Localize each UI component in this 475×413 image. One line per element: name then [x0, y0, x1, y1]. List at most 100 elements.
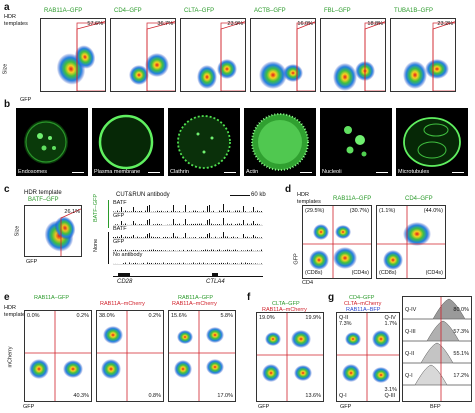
- hdr-template-label-c: HDR template: [24, 190, 62, 196]
- template-name-c: BATF–GFP: [28, 197, 59, 203]
- plot-title-a-0: RAB11A–GFP: [44, 8, 83, 14]
- hist-x-label-g: BFP: [430, 404, 441, 410]
- title2-f: RAB11A–mCherry: [262, 307, 307, 313]
- axis-y-label-a: Size: [2, 63, 9, 75]
- hist-pct-g-3: 17.2%: [453, 373, 469, 379]
- axis-y-label-c: Size: [14, 225, 21, 237]
- facs-plot-e-1: 38.0% 0.2% 0.8%: [96, 310, 164, 402]
- title2-e-1: RAB11A–mCherry: [100, 301, 145, 307]
- scale-bar-c: [230, 195, 250, 196]
- track-signal-4: [113, 254, 263, 265]
- title-left-d: RAB11A–GFP: [333, 196, 372, 202]
- track-signal-2: [113, 228, 263, 239]
- axis-x-label-g: GFP: [340, 404, 352, 410]
- plot-title-a-1: CD4–GFP: [114, 8, 142, 14]
- hist-label-g-0: Q-IV: [405, 307, 417, 313]
- facs-plot-c: 26.1%: [24, 205, 82, 257]
- hist-label-g-3: Q-I: [405, 373, 413, 379]
- quad-pct-e-0-2: 40.3%: [73, 393, 89, 399]
- micrograph-label-3: Actin: [246, 169, 259, 175]
- gene-box-cd28: [118, 273, 130, 277]
- gene-box-ctla4: [212, 273, 218, 277]
- micrograph-3: Actin: [244, 108, 316, 176]
- pct-a-0: 57.6%: [87, 21, 103, 27]
- scale-label-c: 60 kb: [251, 192, 266, 198]
- facs-plot-a-3: 16.0%: [250, 18, 316, 92]
- facs-plot-f: 19.0% 19.9% 13.6%: [256, 312, 324, 402]
- panel-label-f: f: [247, 292, 251, 303]
- quad-pct-e-1-2: 0.8%: [148, 393, 161, 399]
- track-signal-1: [113, 215, 263, 226]
- quad-pct-e-0-1: 0.2%: [76, 313, 89, 319]
- quad-pct-e-2-0: 15.6%: [171, 313, 187, 319]
- title2-g: CLTA–mCherry: [344, 301, 382, 307]
- quad-pct-e-2-1: 5.8%: [220, 313, 233, 319]
- plot-title-a-3: ACTB–GFP: [254, 8, 286, 14]
- micrograph-1: Plasma membrane: [92, 108, 164, 176]
- panel-label-d: d: [285, 184, 292, 195]
- hist-label-g-2: Q-II: [405, 351, 415, 357]
- histogram-g: Q-IV 80.0% Q-III 57.3% Q-II 55.1% Q-I 17.2%: [402, 296, 472, 402]
- quad-label-d-0-0: (29.5%): [305, 208, 325, 214]
- pct-a-2: 23.9%: [227, 21, 243, 27]
- scale-bar-b-1: [148, 172, 160, 173]
- title3-g: RAB11A–BFP: [346, 307, 381, 313]
- quad-pct-e-1-0: 38.0%: [99, 313, 115, 319]
- track-label-3: GFP: [113, 239, 125, 245]
- hist-pct-g-1: 57.3%: [453, 329, 469, 335]
- pct-a-4: 18.8%: [367, 21, 383, 27]
- scale-bar-b-0: [72, 172, 84, 173]
- hist-pct-g-2: 55.1%: [453, 351, 469, 357]
- plot-title-a-2: CLTA–GFP: [184, 8, 215, 14]
- facs-plot-d-1: (1.1%) (44.0%) (CD8s) (CD4s): [376, 205, 446, 279]
- side-bracket-top-c: [108, 200, 109, 228]
- micrograph-label-0: Endosomes: [18, 169, 48, 175]
- quad-label-d-1-1: (44.0%): [423, 208, 443, 214]
- gene-label-ctla4: CTLA4: [206, 279, 225, 285]
- plot-title-a-5: TUBA1B–GFP: [394, 8, 434, 14]
- quad-label-d-1-0: (1.1%): [379, 208, 396, 214]
- scale-bar-b-5: [452, 172, 464, 173]
- title1-g: CD4–GFP: [349, 295, 375, 301]
- quad-pct-f-0: 19.0%: [259, 315, 275, 321]
- hist-label-g-1: Q-III: [405, 329, 416, 335]
- panel-label-e: e: [4, 292, 10, 303]
- micrograph-5: Microtubules: [396, 108, 468, 176]
- hdr-templates-label-d: HDR templates: [297, 192, 321, 205]
- quad-pct-e-1-1: 0.2%: [148, 313, 161, 319]
- plot-title-a-4: FBL–GFP: [324, 8, 351, 14]
- quad-label-d-0-3: (CD4s): [351, 270, 369, 276]
- pct-a-1: 36.7%: [157, 21, 173, 27]
- title1-e-0: RAB11A–GFP: [34, 295, 70, 301]
- facs-plot-e-2: 15.6% 5.8% 17.0%: [168, 310, 236, 402]
- micrograph-4: Nucleoli: [320, 108, 392, 176]
- panel-label-c: c: [4, 184, 10, 195]
- micrograph-0: Endosomes: [16, 108, 88, 176]
- quad-label-g-1: Q-IV 1.7%: [384, 315, 397, 327]
- axis-y-label-d: GFP: [293, 253, 300, 265]
- scale-bar-b-3: [300, 172, 312, 173]
- hdr-templates-label-e: HDR templates: [4, 305, 28, 318]
- panel-label-b: b: [4, 99, 11, 110]
- facs-plot-a-2: 23.9%: [180, 18, 246, 92]
- quad-label-g-3: 3.1% Q-III: [384, 387, 397, 399]
- track-label-0: BATF: [113, 200, 127, 206]
- title1-e-2: RAB11A–GFP: [178, 295, 214, 301]
- track-label-1: GFP: [113, 213, 125, 219]
- track-signal-0: [113, 202, 263, 213]
- micrograph-label-1: Plasma membrane: [94, 169, 141, 175]
- quad-pct-f-1: 19.9%: [305, 315, 321, 321]
- quad-label-d-0-2: (CD8s): [305, 270, 323, 276]
- title-right-d: CD4–GFP: [405, 196, 433, 202]
- track-title-c: CUT&RUN antibody: [116, 192, 170, 198]
- micrograph-label-5: Microtubules: [398, 169, 430, 175]
- title1-f: CLTA–GFP: [272, 301, 300, 307]
- pct-a-3: 16.0%: [297, 21, 313, 27]
- axis-y-label-e: mCherry: [7, 346, 14, 368]
- side-label-bottom-c: None: [93, 238, 99, 252]
- facs-plot-a-1: 36.7%: [110, 18, 176, 92]
- panel-label-g: g: [328, 292, 335, 303]
- side-label-top-c: BATF–GFP: [93, 193, 99, 222]
- quad-pct-e-0-0: 0.0%: [27, 313, 40, 319]
- pct-a-5: 23.2%: [437, 21, 453, 27]
